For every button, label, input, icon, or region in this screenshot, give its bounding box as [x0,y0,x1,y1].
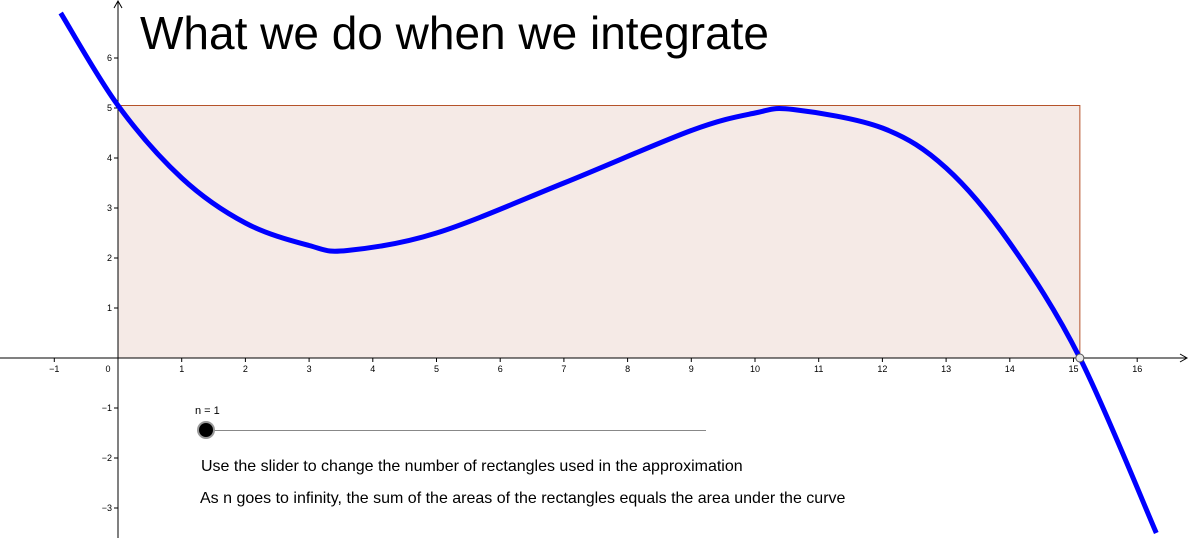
x-tick-label: 13 [941,364,951,374]
x-tick-label: 8 [625,364,630,374]
y-tick-label: −3 [102,503,112,513]
x-tick-label: 9 [689,364,694,374]
y-tick-label: 5 [107,103,112,113]
x-tick-label: 10 [750,364,760,374]
x-axis-arrow [1179,353,1189,363]
x-tick-label: 1 [179,364,184,374]
n-slider-handle[interactable] [199,423,213,437]
x-tick-label: 5 [434,364,439,374]
n-slider-track[interactable] [206,430,706,431]
x-tick-label: 12 [877,364,887,374]
x-tick-label: 7 [561,364,566,374]
x-tick-label: 14 [1005,364,1015,374]
x-tick-label: 15 [1068,364,1078,374]
x-tick-label: −1 [49,364,59,374]
y-tick-label: 6 [107,53,112,63]
x-tick-label: 6 [498,364,503,374]
page-title: What we do when we integrate [140,7,770,59]
y-tick-label: −1 [102,403,112,413]
function-curve [58,11,1159,534]
x-tick-label: 16 [1132,364,1142,374]
x-intercept-point[interactable] [1075,353,1085,363]
x-tick-label: 2 [243,364,248,374]
y-tick-label: 3 [107,203,112,213]
explanation-text: As n goes to infinity, the sum of the ar… [200,490,846,507]
y-tick-label: 1 [107,303,112,313]
y-tick-label: 2 [107,253,112,263]
x-tick-label: 11 [814,364,823,374]
x-tick-label: 4 [370,364,375,374]
instruction-text: Use the slider to change the number of r… [201,458,743,475]
slider-label: n = 1 [195,405,220,417]
y-axis-arrow [113,0,123,9]
y-tick-label: 4 [107,153,112,163]
x-tick-label: 0 [105,364,110,374]
y-tick-label: −2 [102,453,112,463]
x-tick-label: 3 [307,364,312,374]
